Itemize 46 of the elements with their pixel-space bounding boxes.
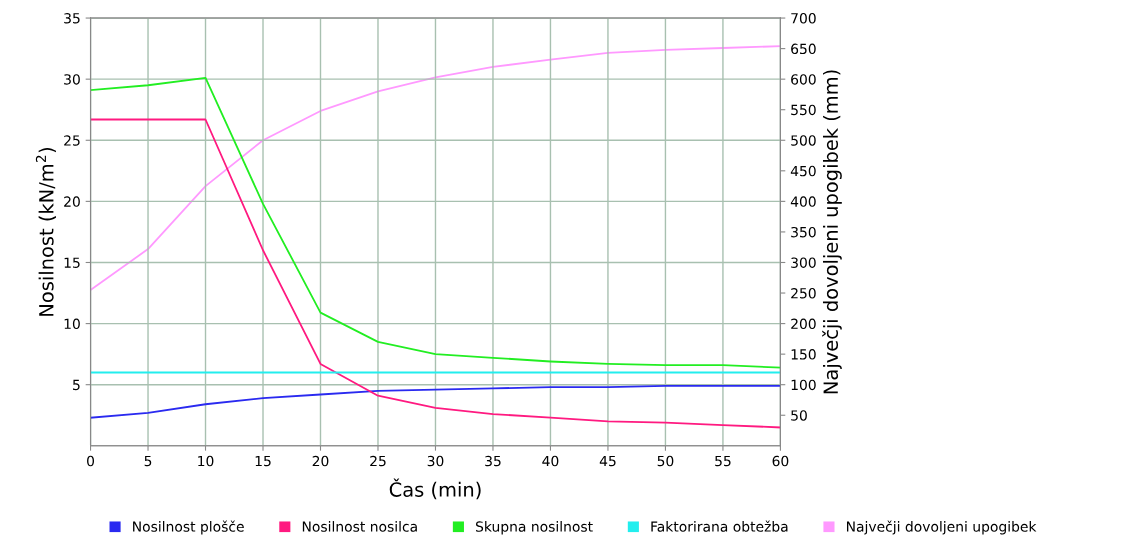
- x-tick-label: 35: [485, 455, 501, 467]
- y2-tick-label: 150: [791, 349, 816, 360]
- y2-axis-title: Največji dovoljeni upogibek (mm): [822, 70, 842, 394]
- legend-label: Faktorirana obtežba: [651, 520, 788, 532]
- y-tick-label: 20: [64, 196, 80, 207]
- x-tick-label: 60: [772, 455, 789, 467]
- legend-label: Največji dovoljeni upogibek: [846, 520, 1037, 535]
- legend-label: Nosilnost plošče: [133, 520, 244, 535]
- y-tick-label: 10: [64, 318, 80, 330]
- x-tick-label: 40: [542, 455, 559, 467]
- y-tick-label: 30: [64, 74, 80, 85]
- x-tick-label: 5: [144, 455, 152, 467]
- x-tick-label: 20: [312, 455, 329, 467]
- y2-tick-label: 700: [791, 13, 816, 24]
- y2-tick-label: 250: [791, 288, 816, 299]
- y2-tick-label: 100: [791, 379, 816, 391]
- x-tick-label: 30: [427, 455, 444, 467]
- y2-tick-label: 550: [791, 104, 816, 116]
- y2-tick-label: 600: [791, 74, 816, 85]
- y-axis-title: Nosilnost (kN/m$^{2}$): [35, 147, 56, 316]
- legend-label: Nosilnost nosilca: [302, 521, 417, 532]
- x-tick-label: 10: [198, 455, 214, 467]
- x-tick-label: 15: [255, 455, 271, 467]
- x-tick-label: 55: [715, 455, 731, 467]
- line-series: [90, 118, 781, 429]
- x-tick-label: 50: [657, 455, 674, 467]
- y2-tick-label: 200: [791, 318, 816, 330]
- y2-tick-label: 50: [791, 410, 807, 421]
- y-tick-label: 5: [73, 379, 80, 391]
- line-series: [90, 77, 781, 369]
- legend-label: Skupna nosilnost: [475, 521, 593, 535]
- y2-tick-label: 350: [791, 226, 816, 238]
- x-tick-label: 0: [87, 455, 95, 467]
- y2-tick-label: 450: [790, 165, 816, 177]
- y-tick-label: 15: [64, 257, 80, 268]
- y-tick-label: 25: [64, 135, 80, 146]
- y2-tick-label: 400: [790, 196, 816, 207]
- y2-tick-label: 500: [791, 135, 816, 146]
- line-series: [90, 385, 781, 419]
- line-series: [90, 45, 781, 291]
- y2-tick-label: 650: [791, 43, 816, 55]
- x-tick-label: 25: [370, 455, 386, 467]
- y2-tick-label: 300: [791, 257, 816, 268]
- x-axis-title: Čas (min): [389, 478, 481, 500]
- y-tick-label: 35: [64, 13, 80, 24]
- x-tick-label: 45: [599, 455, 616, 467]
